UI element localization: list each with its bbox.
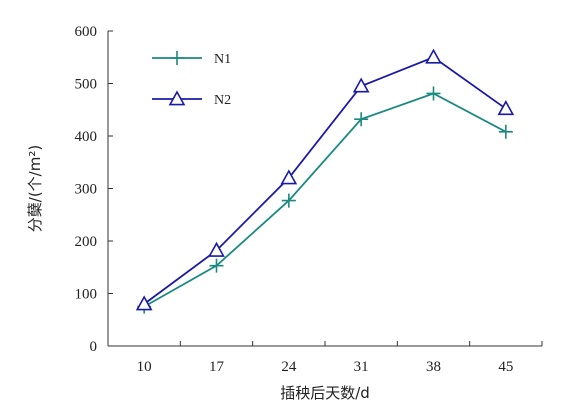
data-point-plus <box>354 112 369 127</box>
x-tick-label: 38 <box>426 359 441 375</box>
y-axis-title: 分蘖/(个/m²) <box>26 145 44 232</box>
data-point-triangle <box>135 295 153 311</box>
series-n1 <box>137 86 513 314</box>
legend: N1 N2 <box>152 51 231 108</box>
data-point-triangle <box>425 48 442 64</box>
data-point-triangle <box>208 241 225 257</box>
series-line <box>143 56 507 305</box>
data-point-plus <box>209 258 224 273</box>
y-tick-label: 100 <box>75 287 98 303</box>
legend-item-n1: N1 <box>152 51 231 67</box>
x-tick-label: 24 <box>281 359 297 375</box>
y-tick-label: 400 <box>75 129 98 145</box>
series-layer <box>135 48 515 314</box>
series-n2 <box>135 48 515 311</box>
data-point-plus <box>426 86 441 101</box>
x-tick-label: 10 <box>137 359 152 375</box>
y-tick-label: 0 <box>90 339 98 355</box>
data-point-triangle <box>497 100 515 116</box>
x-tick-label: 45 <box>498 359 513 375</box>
y-tick-label: 200 <box>75 234 98 250</box>
data-point-plus <box>170 51 184 65</box>
x-axis-title: 插秧后天数/d <box>280 384 370 402</box>
legend-label: N1 <box>214 52 231 67</box>
axes: 0 100 200 300 400 500 600 10 17 24 31 38 45 <box>75 24 543 375</box>
y-tick-label: 500 <box>75 77 98 93</box>
y-tick-label: 300 <box>75 182 98 198</box>
legend-item-n2: N2 <box>152 90 231 108</box>
x-tick-label: 31 <box>354 359 369 375</box>
data-point-triangle <box>352 77 370 93</box>
x-tick-label: 17 <box>209 359 225 375</box>
data-point-plus <box>498 124 513 139</box>
data-point-triangle <box>168 90 186 106</box>
legend-label: N2 <box>214 93 231 108</box>
y-tick-label: 600 <box>75 24 98 40</box>
data-point-triangle <box>280 169 298 185</box>
data-point-plus <box>281 193 296 208</box>
series-line <box>143 92 507 308</box>
